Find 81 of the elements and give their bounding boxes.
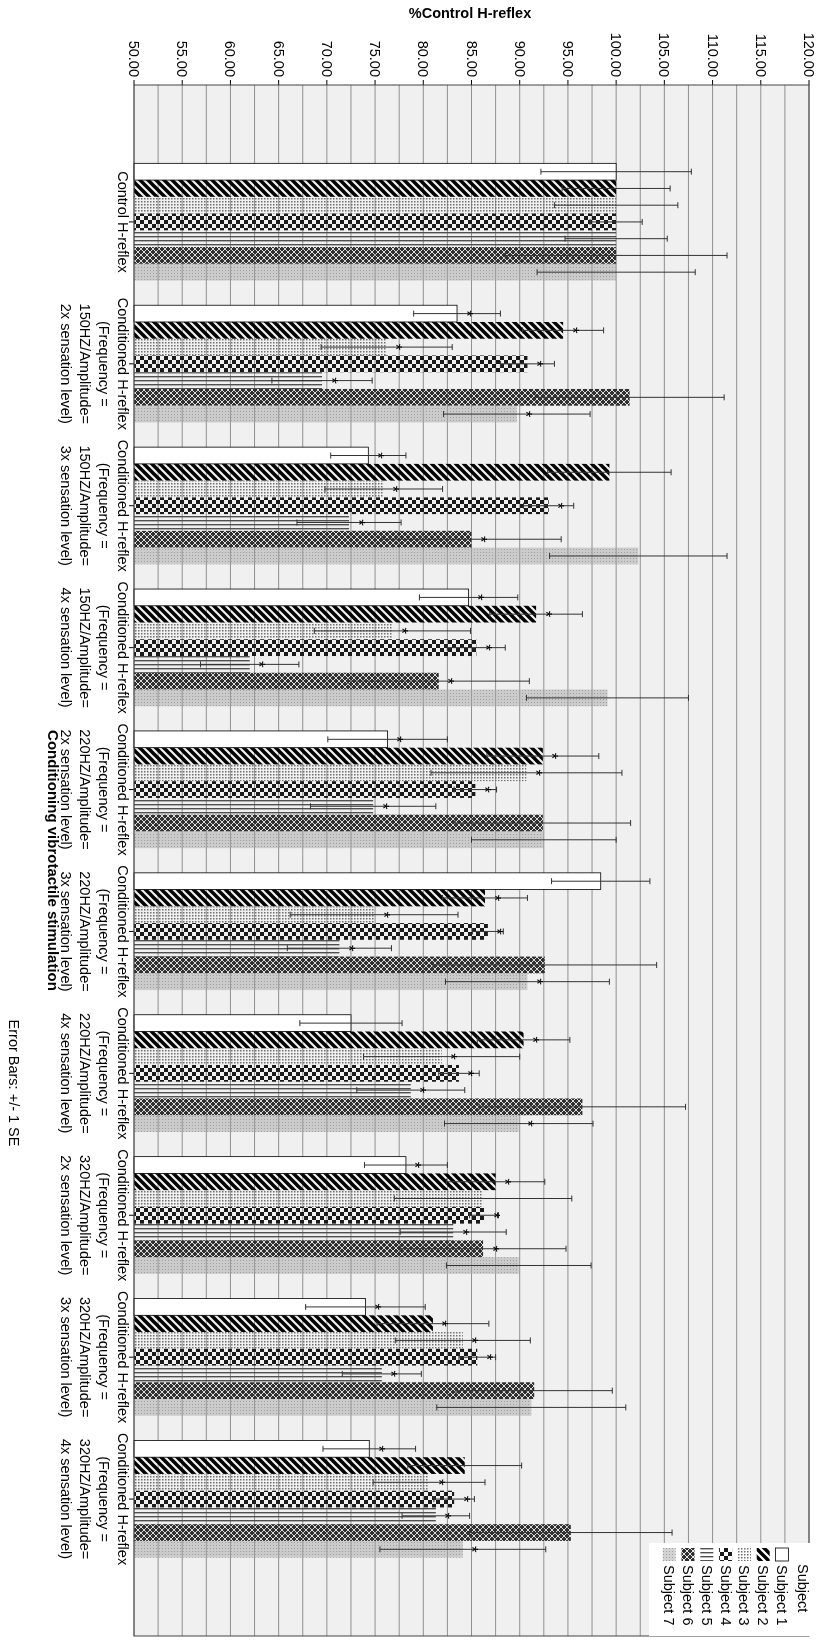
data-label: * (462, 1545, 482, 1553)
x-tick-label: 70.00 (318, 40, 335, 77)
x-tick-label: 105.00 (656, 32, 673, 77)
x-tick-label: 75.00 (367, 40, 384, 77)
data-label: * (475, 644, 495, 652)
data-label: * (525, 769, 545, 777)
data-label: * (487, 928, 507, 936)
y-tick-label: Conditioned H-reflex (Frequency = 220HZ/Amplitude= 3x sensation level) (58, 865, 131, 999)
data-label: * (428, 1479, 448, 1487)
data-label: * (368, 1445, 388, 1453)
data-label: * (338, 944, 358, 952)
data-label: * (438, 677, 458, 685)
data-label: * (452, 1228, 472, 1236)
data-label: * (484, 894, 504, 902)
data-label: * (348, 519, 368, 527)
data-label: * (476, 1353, 496, 1361)
data-label: * (410, 1086, 430, 1094)
data-label: * (483, 1211, 503, 1219)
data-label: * (372, 802, 392, 810)
data-label: * (367, 452, 387, 460)
x-tick-label: 55.00 (174, 40, 191, 77)
data-label: * (405, 1161, 425, 1169)
text: Error Bars: +/- 1 SE (6, 1019, 22, 1147)
x-axis-title: %Control H-reflex (408, 5, 532, 21)
y-tick-label: Conditioned H-reflex (Frequency = 320HZ/Amplitude= 3x sensation level) (58, 1291, 131, 1424)
legend-label: Subject 7 (661, 1565, 678, 1626)
data-label: * (542, 752, 562, 760)
legend-title: Subject (795, 1564, 811, 1613)
data-label: * (518, 1120, 538, 1128)
data-label: * (462, 1337, 482, 1345)
legend-label: Subject 5 (698, 1565, 715, 1626)
x-tick-label: 95.00 (559, 40, 576, 77)
data-label: * (373, 911, 393, 919)
data-label: * (482, 1245, 502, 1253)
data-label: * (548, 502, 568, 510)
data-label: * (391, 627, 411, 635)
data-label: * (364, 1303, 384, 1311)
data-label: * (383, 485, 403, 493)
data-label: * (474, 786, 494, 794)
x-tick-label: 120.00 (801, 32, 817, 77)
x-tick-label: 80.00 (415, 40, 432, 77)
y-tick-label: Conditioned H-reflex (Frequency = 150HZ/Amplitude= 4x sensation level) (58, 581, 131, 715)
data-label: * (432, 1320, 452, 1328)
y-tick-label: Control H-reflex (115, 171, 131, 274)
y-tick-label: Conditioned H-reflex (Frequency = 320HZ/Amplitude= 4x sensation level) (58, 1432, 131, 1566)
data-label: * (381, 1370, 401, 1378)
x-tick-label: 50.00 (126, 40, 142, 77)
y-tick-label: Conditioned H-reflex (Frequency = 320HZ/Amplitude= 2x sensation level) (58, 1149, 131, 1283)
x-tick-label: 115.00 (752, 33, 769, 77)
data-label: * (562, 327, 582, 335)
x-tick-label: 90.00 (511, 40, 528, 77)
data-label: * (468, 594, 488, 602)
data-label: * (526, 978, 546, 986)
x-tick-label: 60.00 (222, 40, 239, 77)
data-label: * (523, 1036, 543, 1044)
data-label: * (249, 661, 269, 669)
data-label: * (471, 535, 490, 543)
legend-label: Subject 4 (717, 1565, 734, 1626)
legend-label: Subject 3 (736, 1565, 753, 1626)
x-tick-label: 100.00 (608, 32, 625, 77)
data-label: * (526, 360, 546, 368)
y-tick-label: Conditioned H-reflex (Frequency = 220HZ/Amplitude= 4x sensation level) (58, 1007, 131, 1141)
data-label: * (321, 377, 341, 385)
data-label: * (435, 1512, 455, 1520)
data-label: * (387, 736, 407, 743)
data-label: * (535, 610, 555, 618)
data-label: * (456, 310, 476, 318)
data-label: * (386, 343, 406, 351)
data-label: * (441, 1053, 461, 1061)
legend-label: Subject 6 (680, 1565, 696, 1626)
data-label: * (453, 1495, 473, 1503)
y-tick-label: Conditioned H-reflex (Frequency = 150HZ/Amplitude= 2x sensation level) (58, 297, 131, 431)
x-tick-label: 65.00 (270, 40, 287, 77)
data-label: * (458, 1070, 478, 1078)
data-label: * (516, 410, 536, 418)
x-tick-label: 110.00 (704, 33, 721, 77)
legend-label: Subject 2 (755, 1565, 772, 1626)
legend-label: Subject 1 (774, 1565, 790, 1626)
data-label: * (495, 1178, 515, 1186)
x-tick-label: 85.00 (463, 40, 480, 77)
y-tick-label: Conditioned H-reflex (Frequency = 150HZ/Amplitude= 3x sensation level) (58, 439, 131, 573)
